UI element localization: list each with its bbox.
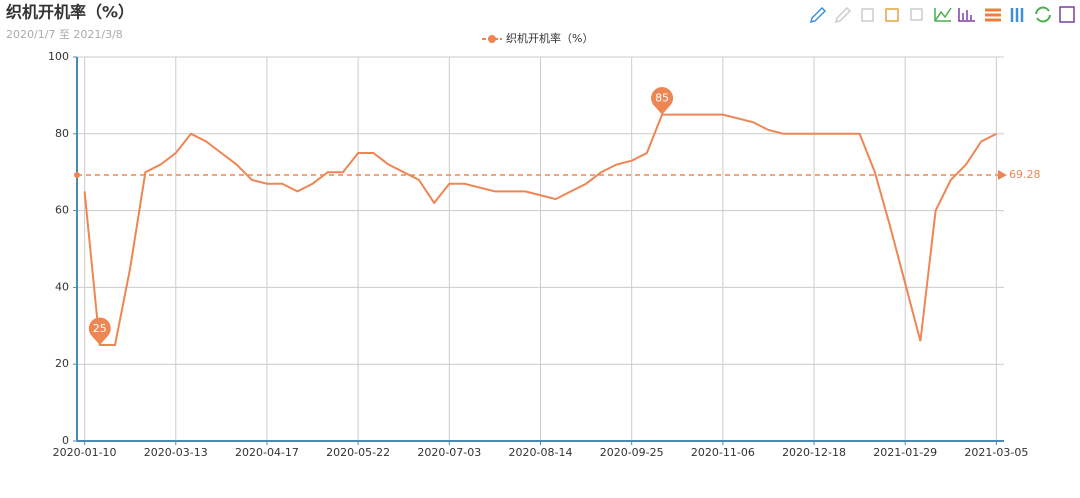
y-tick-label: 20: [55, 357, 69, 370]
x-tick-label: 2020-07-03: [417, 446, 481, 459]
mark-pin: [651, 87, 674, 115]
x-tick-label: 2020-04-17: [235, 446, 299, 459]
x-tick-label: 2020-12-18: [782, 446, 846, 459]
tool-icon[interactable]: [834, 6, 852, 24]
tool-icon[interactable]: [809, 6, 827, 24]
tool-icon[interactable]: [1059, 6, 1075, 23]
x-tick-label: 2020-11-06: [691, 446, 755, 459]
y-tick-label: 40: [55, 280, 69, 293]
tool-icon[interactable]: [958, 8, 975, 22]
chart-subtitle: 2020/1/7 至 2021/3/8: [6, 28, 123, 41]
tool-icon[interactable]: [1010, 8, 1024, 22]
toolbox: [809, 6, 1075, 24]
tool-icon[interactable]: [885, 8, 899, 22]
mark-pin-label: 25: [93, 322, 107, 335]
x-tick-label: 2020-09-25: [600, 446, 664, 459]
series-line: [83, 113, 997, 346]
legend-dot: [488, 35, 496, 43]
x-tick-label: 2020-08-14: [509, 446, 573, 459]
tool-icon[interactable]: [910, 8, 923, 21]
x-tick-label: 2020-05-22: [326, 446, 390, 459]
tool-icon[interactable]: [1035, 6, 1051, 23]
tool-icon[interactable]: [934, 7, 952, 22]
mark-line-start: [74, 171, 80, 178]
mark-pin: [88, 317, 111, 345]
x-tick-label: 2020-01-10: [53, 446, 117, 459]
legend-label: 织机开机率（%）: [506, 31, 593, 45]
y-tick-label: 80: [55, 127, 69, 140]
mark-pin-label: 85: [655, 92, 669, 105]
chart-title: 织机开机率（%）: [6, 3, 134, 22]
x-tick-label: 2021-03-05: [964, 446, 1028, 459]
mark-line-label: 69.28: [1009, 168, 1041, 181]
tool-icon[interactable]: [985, 8, 1001, 22]
tool-icon[interactable]: [861, 8, 874, 22]
mark-line-arrow: [998, 169, 1007, 180]
y-tick-label: 60: [55, 204, 69, 217]
x-tick-label: 2020-03-13: [144, 446, 208, 459]
x-tick-label: 2021-01-29: [873, 446, 937, 459]
y-tick-label: 100: [48, 50, 69, 63]
y-tick-label: 0: [62, 434, 69, 447]
